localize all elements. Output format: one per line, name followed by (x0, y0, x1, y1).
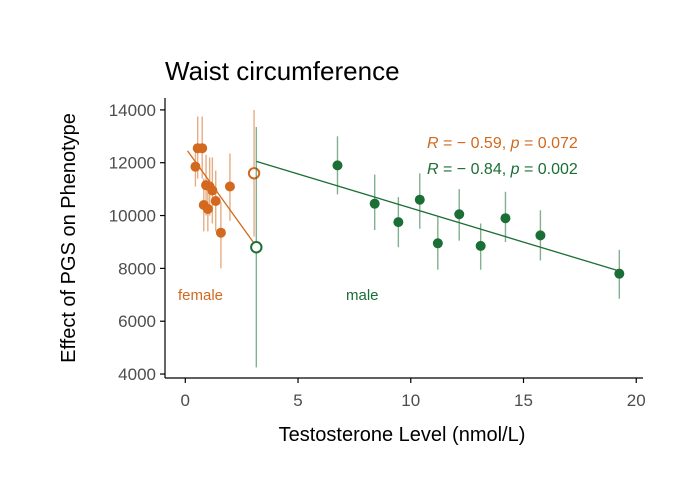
y-tick-label: 10000 (109, 207, 156, 226)
data-point (207, 185, 218, 196)
data-point (247, 167, 261, 180)
y-tick-label: 4000 (118, 365, 156, 384)
data-point (393, 217, 404, 228)
x-tick-label: 5 (293, 391, 302, 410)
x-axis-title: Testosterone Level (nmol/L) (279, 424, 526, 446)
female-correlation-annotation: R = − 0.59, p = 0.072 (427, 135, 578, 152)
y-axis-ticks: 4000 6000 8000 10000 12000 14000 (109, 101, 165, 384)
data-point (454, 209, 465, 220)
series-male (250, 127, 625, 368)
y-tick-label: 12000 (109, 154, 156, 173)
data-point (224, 181, 235, 192)
data-point (432, 238, 443, 249)
data-point (535, 230, 546, 241)
x-tick-label: 20 (627, 391, 646, 410)
axes: 0 5 10 15 20 4000 6000 8000 10000 12000 14000 (109, 98, 646, 410)
y-axis-title: Effect of PGS on Phenotype (58, 113, 80, 363)
data-point (475, 240, 486, 251)
male-group-label: male (346, 287, 379, 304)
x-tick-label: 10 (401, 391, 420, 410)
data-point (500, 213, 511, 224)
data-point (190, 161, 201, 172)
data-point (250, 241, 263, 254)
data-point (202, 203, 213, 214)
y-tick-label: 6000 (118, 312, 156, 331)
data-point (197, 143, 208, 154)
x-axis-ticks: 0 5 10 15 20 (181, 378, 646, 410)
data-point (369, 198, 380, 209)
data-point (210, 196, 221, 207)
regression-line (256, 160, 620, 272)
chart-title: Waist circumference (165, 56, 400, 86)
female-group-label: female (178, 287, 223, 304)
data-point (332, 160, 343, 171)
male-correlation-annotation: R = − 0.84, p = 0.002 (427, 161, 578, 178)
data-point (215, 227, 226, 238)
data-point (614, 268, 625, 279)
x-tick-label: 0 (181, 391, 190, 410)
series-female (187, 109, 261, 269)
y-tick-label: 14000 (109, 101, 156, 120)
y-tick-label: 8000 (118, 259, 156, 278)
x-tick-label: 15 (514, 391, 533, 410)
plot-area (187, 109, 625, 368)
data-point (414, 194, 425, 205)
